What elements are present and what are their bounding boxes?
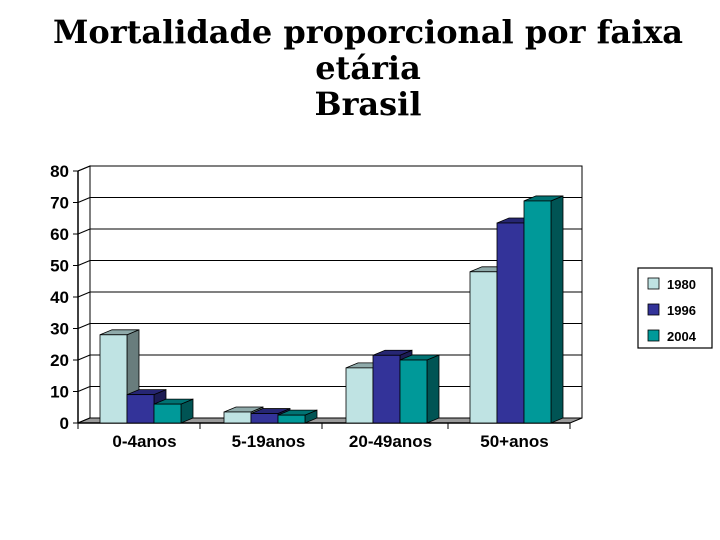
bar-1980-20-49anos — [345, 367, 374, 424]
chart-title-line-1: Mortalidade proporcional por faixa — [52, 13, 684, 51]
chart-title-line-2: etária — [315, 49, 421, 87]
bar-side — [426, 354, 440, 424]
y-tick-label: 40 — [50, 288, 69, 307]
y-tick-label: 50 — [50, 257, 69, 276]
bar-2004-20-49anos — [399, 359, 428, 424]
bar-side — [550, 195, 564, 424]
x-tick-label: 5-19anos — [232, 432, 306, 451]
bar-1980-0-4anos — [99, 334, 128, 424]
y-tick-label: 70 — [50, 194, 69, 213]
gridline-depth — [77, 165, 91, 172]
legend-swatch — [647, 303, 660, 316]
chart-title-line-3: Brasil — [314, 85, 422, 123]
y-tick-label: 0 — [60, 414, 69, 433]
y-tick-label: 10 — [50, 383, 69, 402]
bar-2004-50+anos — [523, 200, 552, 424]
legend-label: 2004 — [667, 329, 697, 344]
gridline-depth — [77, 354, 91, 361]
legend-label: 1996 — [667, 303, 696, 318]
bar-1996-5-19anos — [250, 413, 279, 424]
gridline-depth — [77, 197, 91, 203]
y-tick-label: 30 — [50, 320, 69, 339]
gridline-depth — [77, 291, 91, 298]
bar-1980-50+anos — [469, 271, 498, 424]
gridline-depth — [77, 323, 91, 329]
bar-1980-5-19anos — [223, 411, 252, 424]
bar-1996-20-49anos — [372, 354, 401, 424]
gridline-depth — [77, 228, 91, 235]
bar-1996-0-4anos — [126, 394, 155, 424]
bar-2004-0-4anos — [153, 403, 182, 424]
y-tick-label: 60 — [50, 225, 69, 244]
gridline-depth — [77, 386, 91, 392]
legend-label: 1980 — [667, 277, 696, 292]
bar-2004-5-19anos — [277, 414, 306, 424]
legend-swatch — [647, 329, 660, 342]
x-tick-label: 20-49anos — [349, 432, 432, 451]
bar-1996-50+anos — [496, 222, 525, 424]
y-tick-label: 20 — [50, 351, 69, 370]
legend-swatch — [647, 277, 660, 290]
y-tick-label: 80 — [50, 162, 69, 181]
x-tick-label: 0-4anos — [112, 432, 176, 451]
x-tick-label: 50+anos — [480, 432, 549, 451]
gridline-depth — [77, 260, 91, 266]
chart-title: Mortalidade proporcional por faixa etári… — [0, 14, 720, 122]
